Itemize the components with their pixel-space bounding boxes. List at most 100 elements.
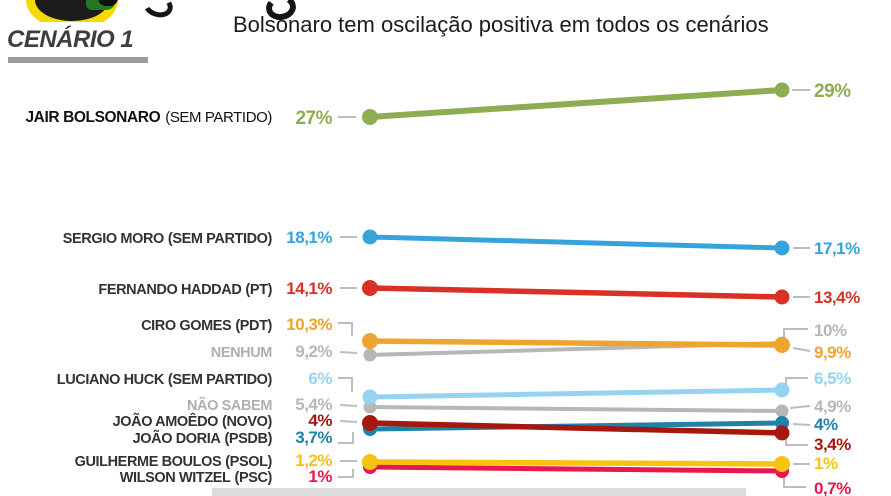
connector [339, 420, 358, 423]
candidate-name: JOÃO DORIA [133, 429, 222, 447]
end-value: 17,1% [814, 239, 860, 258]
start-value: 6% [308, 369, 332, 388]
candidate-label: NÃO SABEM [187, 396, 272, 414]
start-value: 27% [295, 108, 332, 129]
candidate-name: WILSON WITZEL [120, 470, 231, 486]
candidate-party: (NOVO) [222, 414, 273, 430]
connector [338, 377, 353, 392]
end-dot [774, 289, 790, 305]
start-dot [363, 348, 377, 362]
chart-headline: Bolsonaro tem oscilação positiva em todo… [233, 12, 769, 37]
candidate-label: NENHUM [211, 345, 273, 361]
candidate-party: (PT) [245, 282, 272, 298]
candidate-label: JOÃO AMOÊDO (NOVO) [113, 412, 273, 430]
candidate-name: FERNANDO HADDAD [98, 282, 241, 298]
connector [783, 474, 806, 488]
slope-line [369, 420, 783, 436]
scenario-title: CENÁRIO 1 [7, 26, 134, 53]
start-value: 14,1% [286, 279, 332, 298]
candidate-name: JOÃO AMOÊDO [113, 412, 219, 430]
candidate-name: GUILHERME BOULOS [75, 454, 222, 470]
slope-line [369, 459, 783, 467]
logo-green-icon [86, 0, 116, 10]
end-dot [774, 337, 790, 353]
candidate-label: LUCIANO HUCK (SEM PARTIDO) [57, 372, 273, 388]
slope-line [369, 338, 783, 348]
series-ciro [362, 333, 790, 353]
start-value: 3,7% [295, 428, 332, 447]
candidate-label: SERGIO MORO (SEM PARTIDO) [63, 231, 273, 247]
start-dot [362, 333, 378, 349]
logo-dark-icon [98, 0, 118, 6]
connector [339, 351, 358, 354]
connector [338, 469, 354, 478]
end-value: 9,9% [814, 343, 851, 362]
series-nao-sabem [363, 400, 789, 418]
start-dot [362, 454, 378, 470]
end-dot [775, 404, 789, 418]
start-dot [362, 109, 378, 125]
start-value: 1% [308, 467, 332, 486]
end-dot [774, 456, 790, 472]
candidate-name: JAIR BOLSONARO [25, 109, 160, 126]
end-value: 4% [814, 415, 838, 434]
candidate-label: GUILHERME BOULOS (PSOL) [75, 454, 273, 470]
candidate-name: NENHUM [211, 345, 273, 361]
start-value: 18,1% [286, 228, 332, 247]
start-dot [362, 415, 378, 431]
series-huck [362, 382, 790, 405]
candidate-party: (PSOL) [225, 454, 272, 470]
end-dot [774, 240, 790, 256]
connector [785, 377, 808, 388]
candidate-party: (PSC) [235, 470, 273, 486]
end-dot [774, 382, 790, 398]
slope-line [369, 87, 783, 120]
start-value: 4% [308, 411, 332, 430]
candidate-name: CIRO GOMES [141, 318, 232, 334]
connector [338, 322, 353, 336]
slope-line [369, 285, 783, 300]
series-boulos [362, 454, 790, 472]
candidate-label: JOÃO DORIA (PSDB) [133, 429, 273, 447]
start-dot [362, 389, 378, 405]
connector [792, 423, 811, 426]
candidate-name: NÃO SABEM [187, 396, 272, 414]
end-value: 13,4% [814, 288, 860, 307]
candidate-party: (PDT) [235, 318, 272, 334]
series-moro [362, 229, 790, 256]
connector [785, 437, 808, 446]
scenario-underline [8, 57, 148, 63]
candidate-party: (SEM PARTIDO) [168, 372, 273, 388]
end-value: 1% [814, 454, 838, 473]
start-dot [362, 280, 378, 296]
slope-line [369, 405, 783, 413]
series-bolsonaro [362, 82, 790, 125]
candidate-label: CIRO GOMES (PDT) [141, 318, 272, 334]
bottom-divider [212, 488, 746, 496]
slope-line [369, 387, 783, 400]
connector [783, 328, 808, 340]
start-value: 10,3% [286, 315, 332, 334]
end-value: 6,5% [814, 369, 851, 388]
series-haddad [362, 280, 790, 305]
end-value: 4,9% [814, 397, 851, 416]
station-logo [0, 0, 140, 22]
end-value: 10% [814, 321, 847, 340]
start-value: 9,2% [295, 342, 332, 361]
candidate-label: FERNANDO HADDAD (PT) [98, 282, 272, 298]
connector [339, 404, 358, 407]
candidate-name: LUCIANO HUCK [57, 372, 165, 388]
series-amoedo [362, 415, 790, 441]
end-dot [774, 82, 790, 98]
slope-line [369, 464, 783, 474]
candidate-party: (SEM PARTIDO) [165, 109, 272, 126]
start-value: 1,2% [295, 451, 332, 470]
candidate-label: WILSON WITZEL (PSC) [120, 470, 273, 486]
candidate-label: JAIR BOLSONARO (SEM PARTIDO) [25, 109, 272, 126]
end-value: 3,4% [814, 435, 851, 454]
slope-line [369, 234, 783, 251]
end-dot [774, 425, 790, 441]
start-dot [362, 229, 378, 245]
connector [792, 347, 811, 352]
